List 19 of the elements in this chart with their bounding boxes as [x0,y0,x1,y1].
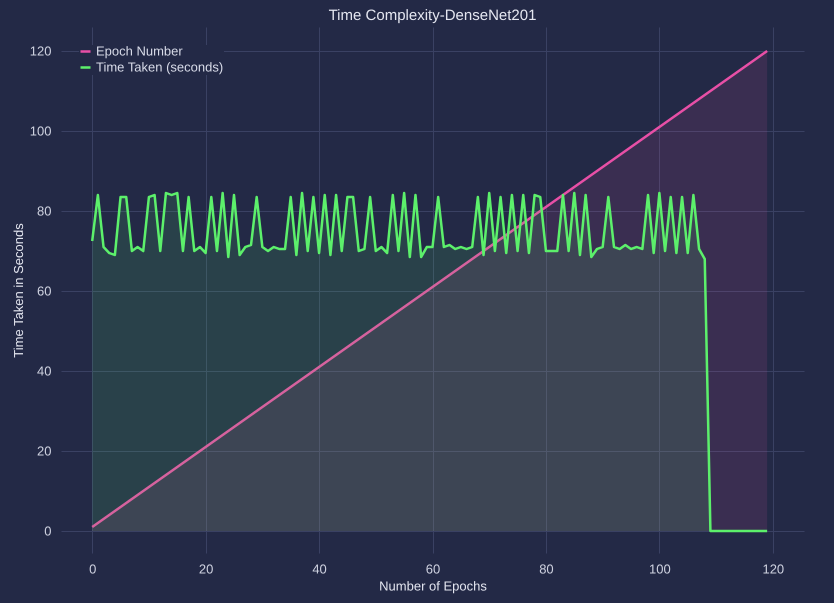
x-tick-label: 80 [539,562,554,576]
y-tick-label: 120 [30,44,52,58]
y-tick-label: 60 [37,284,52,298]
x-tick-label: 40 [312,562,327,576]
x-tick-label: 120 [762,562,784,576]
y-tick-label: 0 [44,524,52,538]
y-tick-label: 20 [37,444,52,458]
x-tick-label: 100 [649,562,671,576]
y-tick-label: 100 [30,124,52,138]
x-tick-label: 60 [426,562,440,576]
x-axis-title: Number of Epochs [379,578,488,594]
y-axis-title: Time Taken in Seconds [10,222,26,358]
x-tick-label: 20 [198,562,214,576]
chart-title: Time Complexity-DenseNet201 [328,7,536,24]
y-tick-label: 80 [37,204,52,218]
legend-label: Epoch Number [96,44,184,58]
x-tick-label: 0 [89,562,96,576]
y-tick-label: 40 [37,364,52,378]
legend-label: Time Taken (seconds) [96,60,224,74]
